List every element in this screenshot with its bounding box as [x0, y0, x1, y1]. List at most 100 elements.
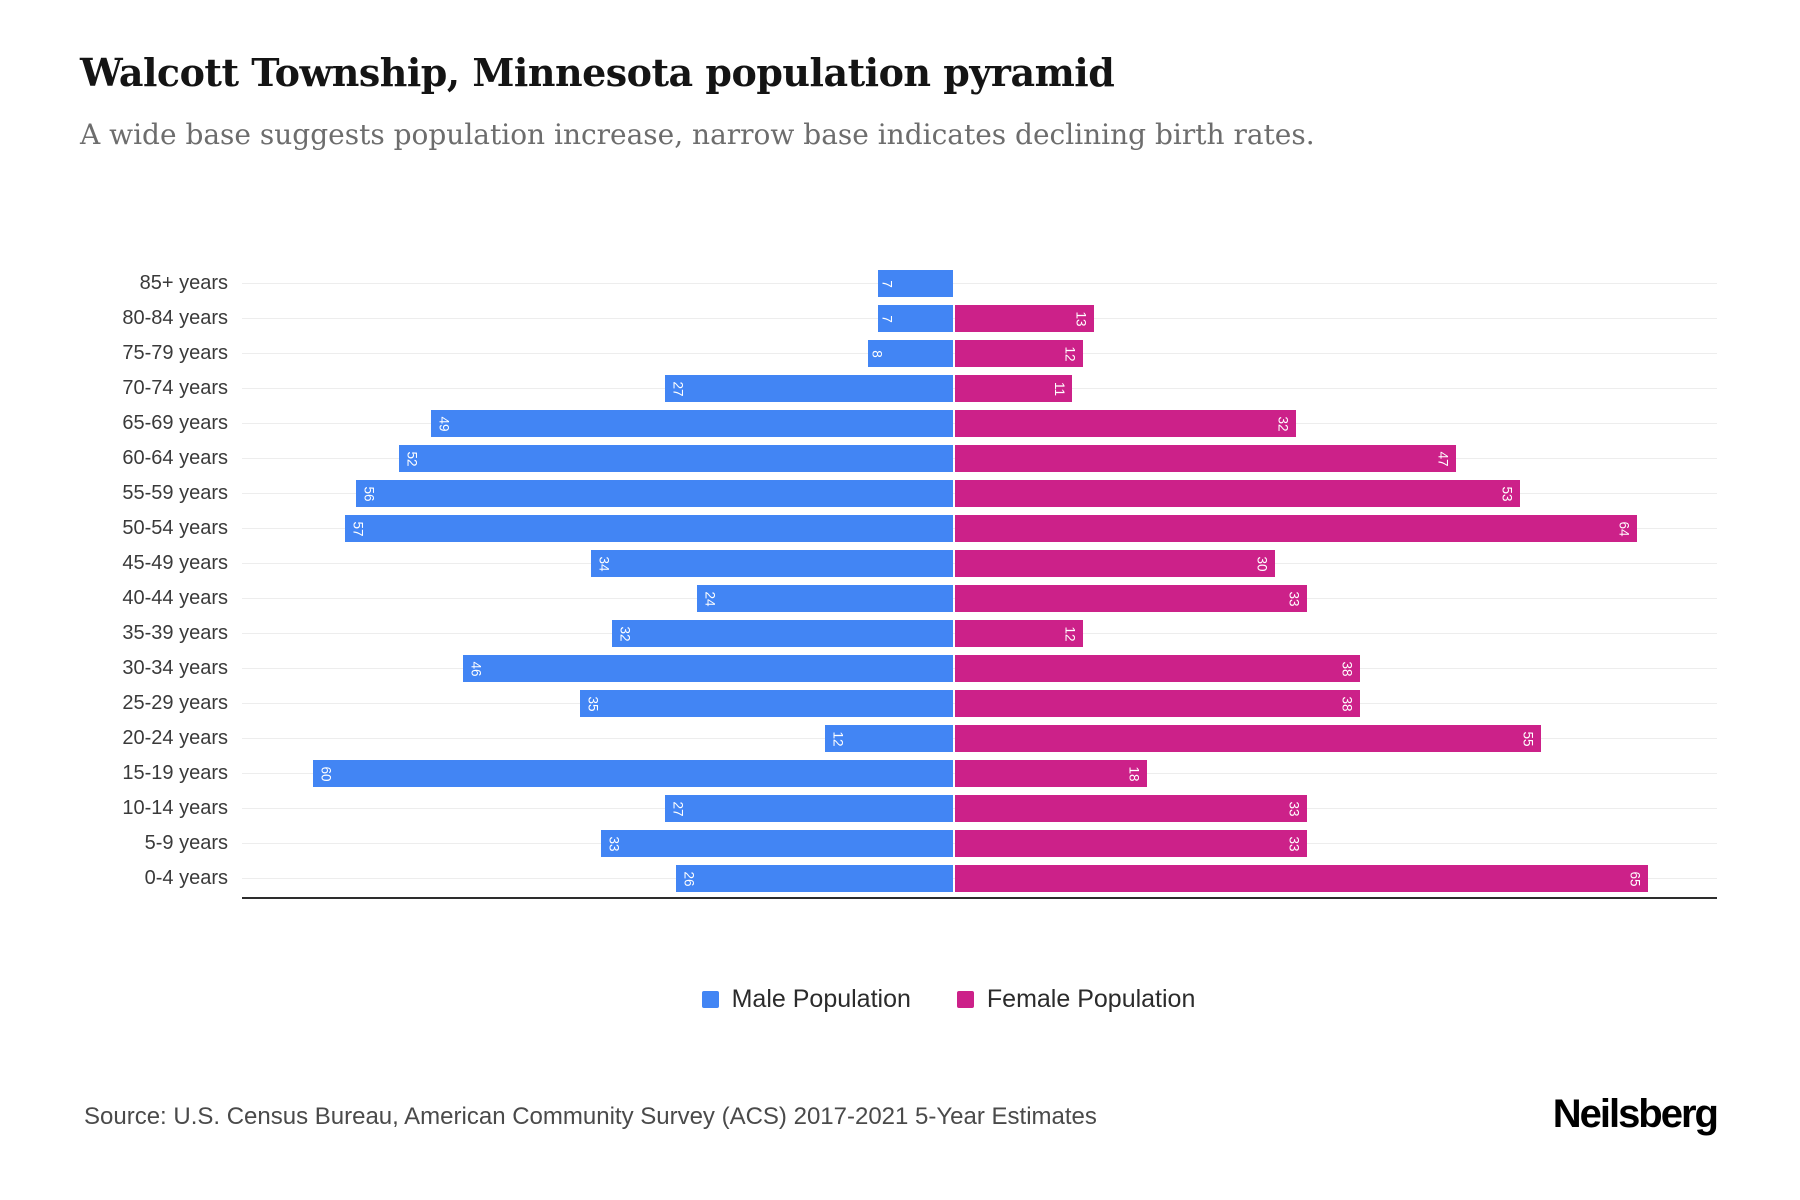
female-bar: 11: [954, 375, 1072, 402]
row-plot-area: 46 38: [242, 651, 1717, 686]
male-bar: 57: [345, 515, 953, 542]
female-bar: 33: [954, 830, 1307, 857]
pyramid-row: 20-24 years 12 55: [80, 721, 1717, 756]
male-bar: 34: [591, 550, 953, 577]
female-bar: 38: [954, 655, 1360, 682]
pyramid-row: 15-19 years 60 18: [80, 756, 1717, 791]
male-bar-value: 46: [468, 660, 484, 677]
male-bar: 12: [825, 725, 953, 752]
female-bar: 33: [954, 795, 1307, 822]
female-bar-value: 33: [1286, 800, 1302, 817]
age-group-label: 75-79 years: [122, 342, 228, 364]
female-bar: 65: [954, 865, 1648, 892]
female-bar: 47: [954, 445, 1456, 472]
row-plot-area: 52 47: [242, 441, 1717, 476]
female-legend-swatch-icon: [956, 991, 974, 1008]
female-bar: 33: [954, 585, 1307, 612]
male-bar-value: 60: [318, 765, 334, 782]
female-bar: 64: [954, 515, 1637, 542]
male-bar-value: 35: [585, 695, 601, 712]
female-bar-value: 47: [1435, 450, 1451, 467]
legend-label-female: Female Population: [986, 985, 1196, 1013]
pyramid-row: 60-64 years 52 47: [80, 441, 1717, 476]
pyramid-row: 40-44 years 24 33: [80, 581, 1717, 616]
female-bar-value: 64: [1616, 520, 1632, 537]
male-bar-value: 12: [830, 730, 846, 747]
male-bar: 24: [697, 585, 953, 612]
male-bar: 7: [878, 305, 953, 332]
source-text: Source: U.S. Census Bureau, American Com…: [84, 1103, 1097, 1130]
pyramid-row: 55-59 years 56 53: [80, 476, 1717, 511]
male-bar: 27: [665, 375, 953, 402]
page-subtitle: A wide base suggests population increase…: [80, 118, 1315, 151]
neilsberg-logo: Neilsberg: [1552, 1092, 1719, 1136]
male-bar: 32: [612, 620, 953, 647]
male-bar: 60: [313, 760, 953, 787]
male-bar-value: 57: [350, 520, 366, 537]
pyramid-row: 50-54 years 57 64: [80, 511, 1717, 546]
male-bar: 7: [878, 270, 953, 297]
male-bar: 26: [676, 865, 953, 892]
female-bar-value: 33: [1286, 835, 1302, 852]
male-legend-swatch-icon: [701, 991, 719, 1008]
male-bar-value: 24: [702, 590, 718, 607]
row-plot-area: 34 30: [242, 546, 1717, 581]
age-group-label: 15-19 years: [122, 762, 228, 784]
x-axis-line: [242, 897, 1717, 899]
female-bar-value: 30: [1254, 555, 1270, 572]
female-bar-value: 11: [1052, 381, 1068, 396]
row-plot-area: 56 53: [242, 476, 1717, 511]
row-plot-area: 27 11: [242, 371, 1717, 406]
pyramid-row: 45-49 years 34 30: [80, 546, 1717, 581]
female-bar-value: 13: [1073, 310, 1089, 327]
male-bar-value: 52: [404, 450, 420, 467]
female-bar: 12: [954, 340, 1083, 367]
female-bar-value: 55: [1520, 730, 1536, 747]
female-bar-value: 53: [1499, 485, 1515, 502]
pyramid-row: 10-14 years 27 33: [80, 791, 1717, 826]
male-bar-value: 8: [869, 349, 885, 358]
row-plot-area: 33 33: [242, 826, 1717, 861]
age-group-label: 5-9 years: [144, 832, 228, 854]
age-group-label: 50-54 years: [122, 517, 228, 539]
row-plot-area: 7: [242, 266, 1717, 301]
male-bar-value: 27: [670, 380, 686, 397]
legend-item-male: Male Population: [701, 985, 911, 1014]
legend-item-female: Female Population: [956, 985, 1196, 1014]
female-bar: 53: [954, 480, 1520, 507]
pyramid-row: 25-29 years 35 38: [80, 686, 1717, 721]
pyramid-row: 80-84 years 7 13: [80, 301, 1717, 336]
row-plot-area: 60 18: [242, 756, 1717, 791]
pyramid-row: 35-39 years 32 12: [80, 616, 1717, 651]
female-bar: 18: [954, 760, 1147, 787]
male-bar: 33: [601, 830, 953, 857]
female-bar-value: 65: [1627, 870, 1643, 887]
male-bar-value: 27: [670, 800, 686, 817]
age-group-label: 80-84 years: [122, 307, 228, 329]
pyramid-row: 85+ years 7: [80, 266, 1717, 301]
male-bar-value: 49: [436, 415, 452, 432]
female-bar-value: 32: [1275, 415, 1291, 432]
row-plot-area: 35 38: [242, 686, 1717, 721]
gridline: [242, 283, 1717, 284]
male-bar-value: 7: [879, 279, 895, 288]
female-bar-value: 38: [1339, 660, 1355, 677]
age-group-label: 55-59 years: [122, 482, 228, 504]
male-bar-value: 33: [606, 835, 622, 852]
male-bar: 56: [356, 480, 953, 507]
row-plot-area: 49 32: [242, 406, 1717, 441]
pyramid-plot: 85+ years 7 80-84 years 7 13 75-79 years 8 12 70…: [80, 266, 1717, 896]
pyramid-row: 75-79 years 8 12: [80, 336, 1717, 371]
female-bar-value: 38: [1339, 695, 1355, 712]
row-plot-area: 8 12: [242, 336, 1717, 371]
female-bar: 55: [954, 725, 1541, 752]
female-bar: 30: [954, 550, 1275, 577]
row-plot-area: 26 65: [242, 861, 1717, 896]
row-plot-area: 32 12: [242, 616, 1717, 651]
female-bar-value: 12: [1062, 345, 1078, 362]
female-bar-value: 33: [1286, 590, 1302, 607]
age-group-label: 40-44 years: [122, 587, 228, 609]
page-title: Walcott Township, Minnesota population p…: [80, 50, 1115, 95]
pyramid-row: 0-4 years 26 65: [80, 861, 1717, 896]
age-group-label: 30-34 years: [122, 657, 228, 679]
